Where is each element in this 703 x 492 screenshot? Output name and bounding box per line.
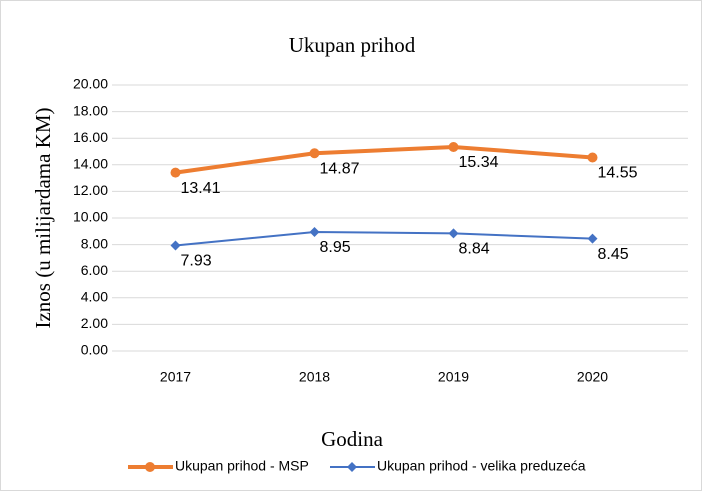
y-tick-label: 2.00 [81,315,108,331]
legend-label: Ukupan prihod - velika preduzeća [377,458,586,474]
data-label: 7.93 [181,253,212,270]
y-axis-title: Iznos (u milijardama KM) [31,107,55,328]
y-tick-label: 20.00 [73,76,108,92]
legend-label: Ukupan prihod - MSP [175,458,309,474]
point [309,148,320,159]
series-line [175,230,593,247]
x-axis-title: Godina [321,427,384,451]
y-tick-label: 12.00 [73,182,108,198]
point [309,226,320,237]
y-tick-label: 4.00 [81,289,108,305]
data-label: 8.84 [459,241,490,258]
y-tick-label: 6.00 [81,262,108,278]
data-label: 14.87 [320,160,360,177]
data-label: 8.45 [598,246,629,263]
series-line [175,144,593,175]
legend-marker [145,462,155,472]
point [448,228,459,239]
point [587,152,598,163]
y-tick-label: 16.00 [73,129,108,145]
point [587,233,598,244]
point [170,167,181,178]
x-tick-label: 2017 [160,369,191,385]
y-tick-label: 0.00 [81,342,108,358]
legend-marker [347,462,357,472]
data-label: 8.95 [320,239,351,256]
x-tick-label: 2020 [577,369,608,385]
y-tick-label: 8.00 [81,235,108,251]
y-tick-label: 14.00 [73,156,108,172]
point [448,141,459,152]
data-label: 13.41 [181,180,221,197]
data-label: 15.34 [459,154,499,171]
data-label: 14.55 [598,165,638,182]
x-tick-label: 2019 [438,369,469,385]
x-tick-label: 2018 [299,369,330,385]
y-tick-label: 18.00 [73,102,108,118]
chart-title: Ukupan prihod [289,33,416,57]
y-tick-label: 10.00 [73,209,108,225]
point [170,240,181,251]
